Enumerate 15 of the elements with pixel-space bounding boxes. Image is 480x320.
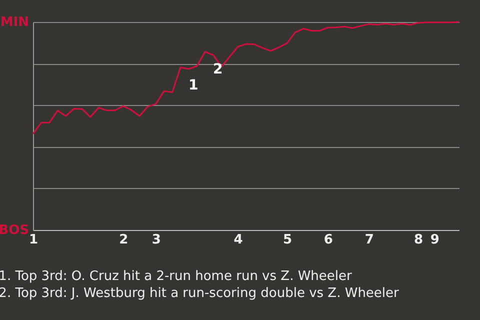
annotation: 2 — [213, 62, 223, 78]
text: 2. Top 3rd: J. Westburg hit a run-scoring double vs Z. Wheeler — [0, 286, 400, 301]
x-tick-label: 7 — [364, 232, 374, 248]
text: MIN — [0, 15, 29, 30]
x-tick-label: 5 — [282, 232, 292, 248]
annotation: 1 — [188, 77, 198, 94]
x-tick-label: 8 — [414, 232, 424, 248]
x-tick-label: 1 — [28, 232, 38, 248]
x-tick-label: 6 — [324, 232, 333, 248]
x-tick-label: 3 — [152, 232, 161, 248]
x-tick-label: 2 — [119, 232, 128, 248]
text: 1. Top 3rd: O. Cruz hit a 2-run home run vs Z. Wheeler — [0, 269, 353, 284]
x-tick-label: 9 — [430, 232, 440, 248]
x-tick-label: 4 — [234, 232, 243, 248]
text: BOS — [0, 223, 29, 238]
